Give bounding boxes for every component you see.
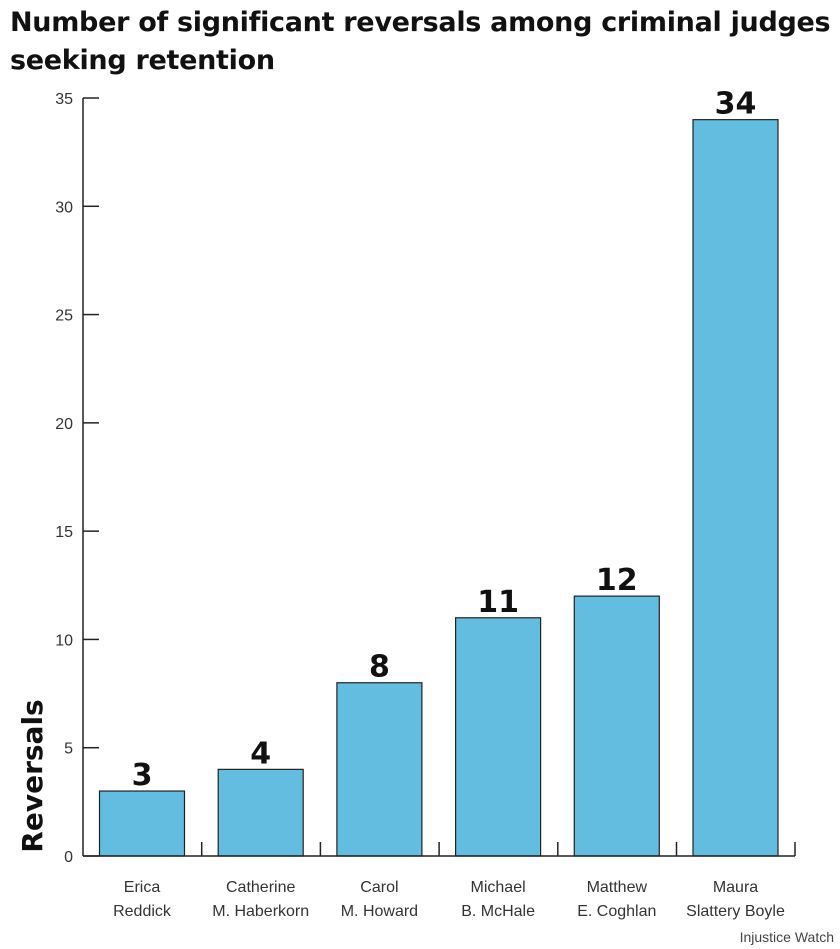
x-tick-label: Carol M. Howard	[341, 879, 418, 920]
y-tick-label: 30	[55, 199, 73, 216]
x-tick-label: Catherine M. Haberkorn	[212, 879, 309, 920]
y-tick-label: 0	[64, 849, 73, 866]
y-tick-label: 10	[55, 632, 73, 649]
bar-value-label: 4	[250, 736, 271, 771]
bar	[98, 790, 186, 857]
bar-value-label: 34	[715, 87, 757, 122]
x-tick-label: Matthew E. Coghlan	[577, 879, 656, 920]
y-tick-label: 20	[55, 416, 73, 433]
bar-value-label: 11	[477, 585, 519, 620]
bar	[336, 682, 423, 857]
bar	[692, 119, 779, 857]
x-tick-label: Erica Reddick	[113, 879, 172, 920]
bar	[455, 617, 542, 857]
x-tick-label: Michael B. McHale	[461, 879, 535, 920]
y-tick-label: 5	[64, 741, 73, 758]
bar-value-label: 12	[596, 563, 638, 598]
bar	[217, 768, 304, 857]
y-tick-label: 15	[55, 524, 73, 541]
bar-value-label: 8	[369, 650, 390, 685]
bar-value-label: 3	[132, 758, 153, 793]
x-axis: Erica Reddick Catherine M. Haberkorn Carol M.…	[83, 842, 796, 920]
source-credit: Injustice Watch	[739, 929, 834, 945]
y-tick-label: 35	[55, 91, 73, 108]
x-tick-label: Maura Slattery Boyle	[686, 879, 785, 920]
y-tick-label: 25	[55, 308, 73, 325]
bar	[573, 595, 660, 857]
y-axis-label: Reversals	[16, 699, 49, 852]
y-axis: 0 5 10 15 20 25 30 35	[55, 91, 99, 866]
chart-title: Number of significant reversals among cr…	[10, 7, 831, 76]
